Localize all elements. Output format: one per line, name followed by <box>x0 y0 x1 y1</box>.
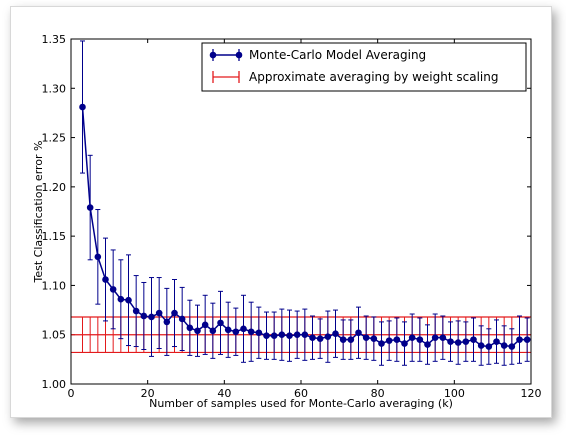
monte-carlo-point <box>79 103 86 111</box>
monte-carlo-point <box>347 336 355 343</box>
monte-carlo-point <box>171 309 178 317</box>
monte-carlo-point <box>232 328 240 336</box>
monte-carlo-point <box>278 331 286 339</box>
monte-carlo-point <box>355 329 362 337</box>
monte-carlo-point <box>393 336 401 343</box>
monte-carlo-point <box>508 343 516 350</box>
monte-carlo-point <box>493 338 500 345</box>
x-tick-label: 60 <box>294 387 308 400</box>
y-tick-label: 1.10 <box>42 279 67 292</box>
monte-carlo-point <box>86 204 94 211</box>
y-tick-label: 1.35 <box>42 33 67 46</box>
monte-carlo-point <box>523 336 531 343</box>
legend-box <box>201 42 527 92</box>
monte-carlo-point <box>370 335 378 342</box>
monte-carlo-point <box>132 307 140 315</box>
monte-carlo-point <box>140 312 148 320</box>
monte-carlo-point <box>286 332 293 340</box>
monte-carlo-point <box>155 309 163 317</box>
monte-carlo-point <box>270 332 278 340</box>
monte-carlo-point <box>94 253 102 261</box>
monte-carlo-point <box>500 342 508 349</box>
x-tick-label: 20 <box>141 387 155 400</box>
plot-area <box>71 39 531 384</box>
monte-carlo-point <box>378 340 385 347</box>
monte-carlo-point <box>186 324 194 332</box>
monte-carlo-point <box>109 286 117 293</box>
monte-carlo-point <box>209 327 217 335</box>
monte-carlo-point <box>385 337 393 344</box>
monte-carlo-point <box>316 335 324 342</box>
monte-carlo-point <box>194 327 201 335</box>
legend-marker-weight-scaling <box>212 71 240 83</box>
monte-carlo-point <box>240 325 247 333</box>
y-tick-label: 1.30 <box>42 82 67 95</box>
monte-carlo-point <box>431 334 439 341</box>
monte-carlo-point <box>117 295 125 303</box>
monte-carlo-point <box>102 276 109 283</box>
monte-carlo-point <box>454 339 462 346</box>
monte-carlo-point <box>439 334 447 341</box>
legend-label-weight-scaling: Approximate averaging by weight scaling <box>249 70 498 84</box>
monte-carlo-point <box>516 336 523 343</box>
monte-carlo-point <box>178 315 186 323</box>
monte-carlo-point <box>462 338 470 345</box>
y-tick-label: 1.05 <box>42 329 67 342</box>
x-tick-label: 40 <box>217 387 231 400</box>
monte-carlo-point <box>148 313 155 321</box>
monte-carlo-point <box>224 326 232 334</box>
monte-carlo-point <box>293 331 301 339</box>
monte-carlo-point <box>217 319 224 327</box>
plot-border <box>70 38 532 385</box>
legend: Monte-Carlo Model Averaging Approximate … <box>201 42 527 92</box>
x-tick-label: 0 <box>68 387 75 400</box>
monte-carlo-point <box>255 329 263 337</box>
monte-carlo-point <box>470 336 477 343</box>
monte-carlo-point <box>201 321 209 329</box>
monte-carlo-point <box>362 334 370 341</box>
monte-carlo-point <box>247 328 255 336</box>
monte-carlo-point <box>263 332 270 340</box>
monte-carlo-point <box>408 334 416 341</box>
monte-carlo-point <box>332 330 339 338</box>
monte-carlo-point <box>163 318 171 326</box>
x-axis-label: Number of samples used for Monte-Carlo a… <box>149 397 453 410</box>
monte-carlo-point <box>339 336 347 343</box>
monte-carlo-point <box>485 343 493 350</box>
monte-carlo-point <box>324 333 332 340</box>
y-axis-label: Test Classification error % <box>32 140 45 283</box>
y-tick-label: 1.15 <box>42 230 67 243</box>
monte-carlo-point <box>309 334 316 341</box>
chart-svg: 1.00 1.05 1.10 1.15 1.20 1.25 1.30 1.35 0 20 40 60… <box>32 33 542 410</box>
x-tick-label: 100 <box>444 387 465 400</box>
legend-label-monte-carlo: Monte-Carlo Model Averaging <box>249 48 426 62</box>
monte-carlo-point <box>447 338 454 345</box>
monte-carlo-point <box>301 331 309 339</box>
monte-carlo-point <box>416 336 424 343</box>
monte-carlo-point <box>401 340 408 347</box>
chart-frame: 1.00 1.05 1.10 1.15 1.20 1.25 1.30 1.35 0 20 40 60… <box>10 6 552 418</box>
monte-carlo-point <box>477 342 485 349</box>
x-tick-label: 120 <box>521 387 542 400</box>
y-tick-label: 1.00 <box>42 378 67 391</box>
legend-marker-monte-carlo <box>209 49 243 61</box>
monte-carlo-point <box>125 296 132 304</box>
y-tick-label: 1.20 <box>42 181 67 194</box>
monte-carlo-point <box>424 341 431 348</box>
y-tick-label: 1.25 <box>42 132 67 145</box>
x-tick-label: 80 <box>371 387 385 400</box>
